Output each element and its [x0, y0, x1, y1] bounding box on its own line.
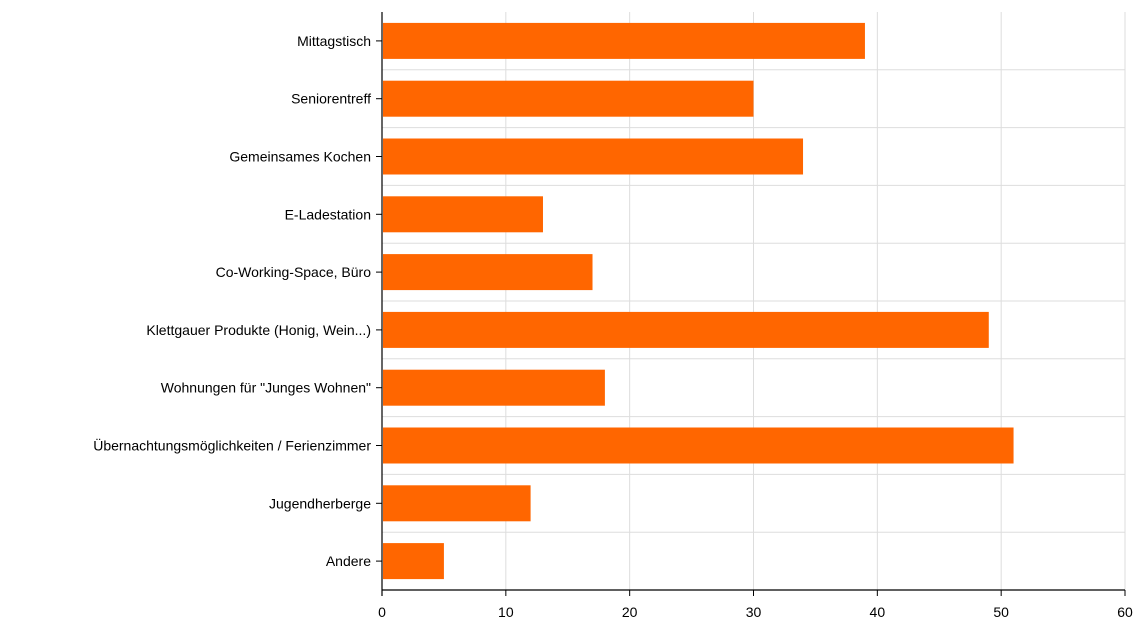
- bar: [383, 369, 605, 406]
- axes: [376, 12, 1126, 596]
- bar: [383, 543, 444, 580]
- bar: [383, 196, 543, 233]
- y-tick-label: Klettgauer Produkte (Honig, Wein...): [146, 322, 371, 338]
- x-tick-label: 60: [1117, 604, 1133, 620]
- y-tick-label: Wohnungen für "Junges Wohnen": [161, 380, 371, 396]
- bar: [383, 80, 754, 117]
- bar: [383, 254, 593, 291]
- bar: [383, 311, 989, 348]
- y-tick-label: Seniorentreff: [291, 91, 371, 107]
- bar: [383, 427, 1014, 464]
- bar: [383, 22, 865, 59]
- y-tick-label: E-Ladestation: [285, 206, 371, 222]
- bars: [383, 22, 1014, 580]
- tick-labels: Mittagstisch Seniorentreff Gemeinsames Koc…: [93, 33, 1133, 620]
- x-tick-label: 50: [993, 604, 1009, 620]
- y-tick-label: Mittagstisch: [297, 33, 371, 49]
- y-tick-label: Co-Working-Space, Büro: [216, 264, 372, 280]
- x-tick-label: 20: [622, 604, 638, 620]
- x-tick-label: 0: [378, 604, 386, 620]
- x-tick-label: 40: [870, 604, 886, 620]
- bar: [383, 485, 531, 522]
- x-tick-label: 10: [498, 604, 514, 620]
- grid-lines: [382, 12, 1126, 590]
- x-tick-label: 30: [746, 604, 762, 620]
- y-tick-label: Andere: [326, 553, 371, 569]
- bar: [383, 138, 804, 175]
- y-tick-label: Jugendherberge: [269, 495, 371, 511]
- y-tick-label: Übernachtungsmöglichkeiten / Ferienzimme…: [93, 437, 371, 454]
- y-tick-label: Gemeinsames Kochen: [229, 149, 371, 165]
